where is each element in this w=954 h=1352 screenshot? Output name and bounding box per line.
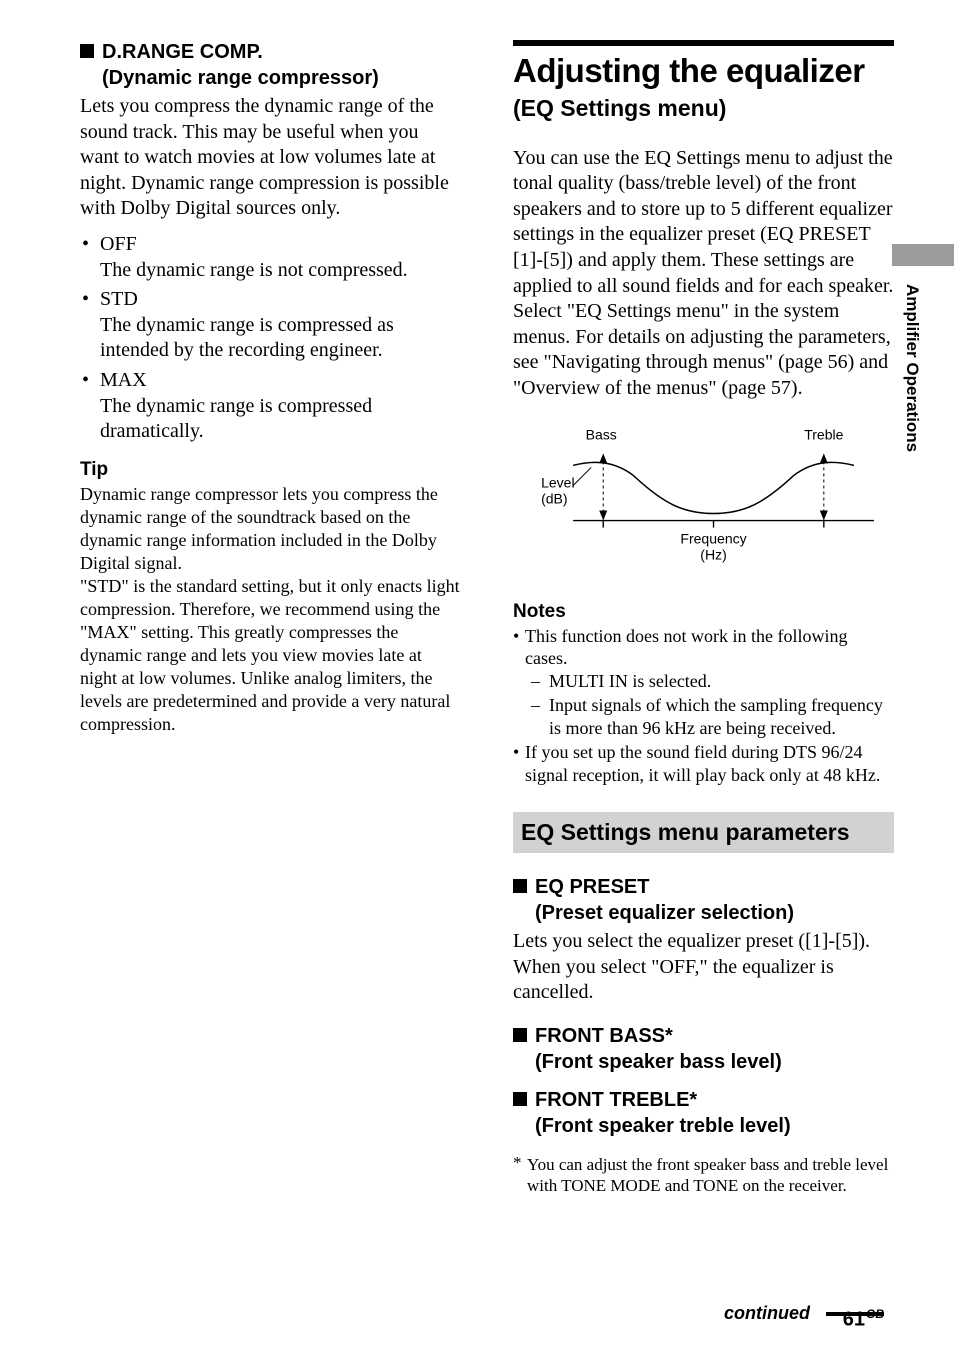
drange-option: OFF The dynamic range is not compressed. [80,232,461,283]
page-region: GB [866,1307,884,1321]
param-heading-text: EQ PRESET [535,875,894,899]
param-heading: FRONT TREBLE* [513,1088,894,1112]
page-number-value: 61 [843,1309,865,1331]
note-text: This function does not work in the follo… [525,626,847,669]
note-item: This function does not work in the follo… [513,625,894,740]
arrowhead-down-icon [599,510,607,520]
diagram-label-treble: Treble [804,426,843,442]
option-name: MAX [100,369,147,391]
square-bullet-icon [513,879,527,893]
param-heading-text: FRONT TREBLE* [535,1088,894,1112]
tip-heading: Tip [80,459,461,481]
tip-body: Dynamic range compressor lets you compre… [80,483,461,736]
notes-list: This function does not work in the follo… [513,625,894,787]
drange-option: STD The dynamic range is compressed as i… [80,287,461,364]
page-title: Adjusting the equalizer [513,54,894,89]
page-subtitle: (EQ Settings menu) [513,95,894,122]
footnote-text: You can adjust the front speaker bass an… [527,1155,888,1195]
param-subheading: (Front speaker treble level) [535,1114,894,1138]
arrowhead-up-icon [820,453,828,463]
note-item: If you set up the sound field during DTS… [513,741,894,786]
diagram-label-db: (dB) [541,490,567,506]
arrowhead-up-icon [599,453,607,463]
right-column: Adjusting the equalizer (EQ Settings men… [511,40,894,1280]
diagram-curve [573,462,854,513]
square-bullet-icon [80,44,94,58]
param-front-bass: FRONT BASS* (Front speaker bass level) [513,1024,894,1074]
diagram-label-level: Level [541,474,575,490]
param-subheading: (Preset equalizer selection) [535,901,894,925]
section-rule [513,40,894,46]
option-desc: The dynamic range is compressed dramatic… [100,394,461,445]
square-bullet-icon [513,1092,527,1106]
side-tab-marker [892,244,954,266]
option-desc: The dynamic range is compressed as inten… [100,313,461,364]
drange-intro: Lets you compress the dynamic range of t… [80,94,461,222]
note-subitem: Input signals of which the sampling freq… [525,694,894,739]
square-bullet-icon [513,1028,527,1042]
eq-intro: You can use the EQ Settings menu to adju… [513,146,894,402]
note-sublist: MULTI IN is selected. Input signals of w… [525,670,894,740]
option-desc: The dynamic range is not compressed. [100,258,461,284]
params-band: EQ Settings menu parameters [513,812,894,853]
param-front-treble: FRONT TREBLE* (Front speaker treble leve… [513,1088,894,1138]
footnote: * You can adjust the front speaker bass … [513,1154,894,1197]
drange-heading-text: D.RANGE COMP. [102,40,461,64]
drange-option: MAX The dynamic range is compressed dram… [80,368,461,445]
params-band-text: EQ Settings menu parameters [521,819,850,845]
drange-subheading: (Dynamic range compressor) [102,66,461,90]
option-name: OFF [100,233,137,255]
continued-label: continued [724,1303,810,1324]
asterisk-icon: * [513,1152,522,1173]
option-name: STD [100,288,138,310]
drange-option-list: OFF The dynamic range is not compressed.… [80,232,461,445]
eq-diagram: Bass Treble Level (dB) Frequency (Hz) [513,418,894,578]
notes-heading: Notes [513,601,894,623]
left-column: D.RANGE COMP. (Dynamic range compressor)… [80,40,471,1280]
param-heading: FRONT BASS* [513,1024,894,1048]
page-number: 61GB [843,1307,884,1332]
note-subitem: MULTI IN is selected. [525,670,894,693]
side-tab-label: Amplifier Operations [902,284,922,452]
page-footer: continued [80,1303,884,1324]
note-text: If you set up the sound field during DTS… [525,742,880,785]
drange-heading: D.RANGE COMP. [80,40,461,64]
diagram-label-bass: Bass [586,426,617,442]
diagram-label-frequency: Frequency [680,530,746,546]
arrowhead-down-icon [820,510,828,520]
diagram-leader [573,467,591,485]
param-heading: EQ PRESET [513,875,894,899]
param-eq-preset: EQ PRESET (Preset equalizer selection) L… [513,875,894,1006]
param-body: Lets you select the equalizer preset ([1… [513,929,894,1006]
param-subheading: (Front speaker bass level) [535,1050,894,1074]
param-heading-text: FRONT BASS* [535,1024,894,1048]
diagram-label-hz: (Hz) [700,546,726,562]
page-columns: D.RANGE COMP. (Dynamic range compressor)… [80,40,894,1280]
